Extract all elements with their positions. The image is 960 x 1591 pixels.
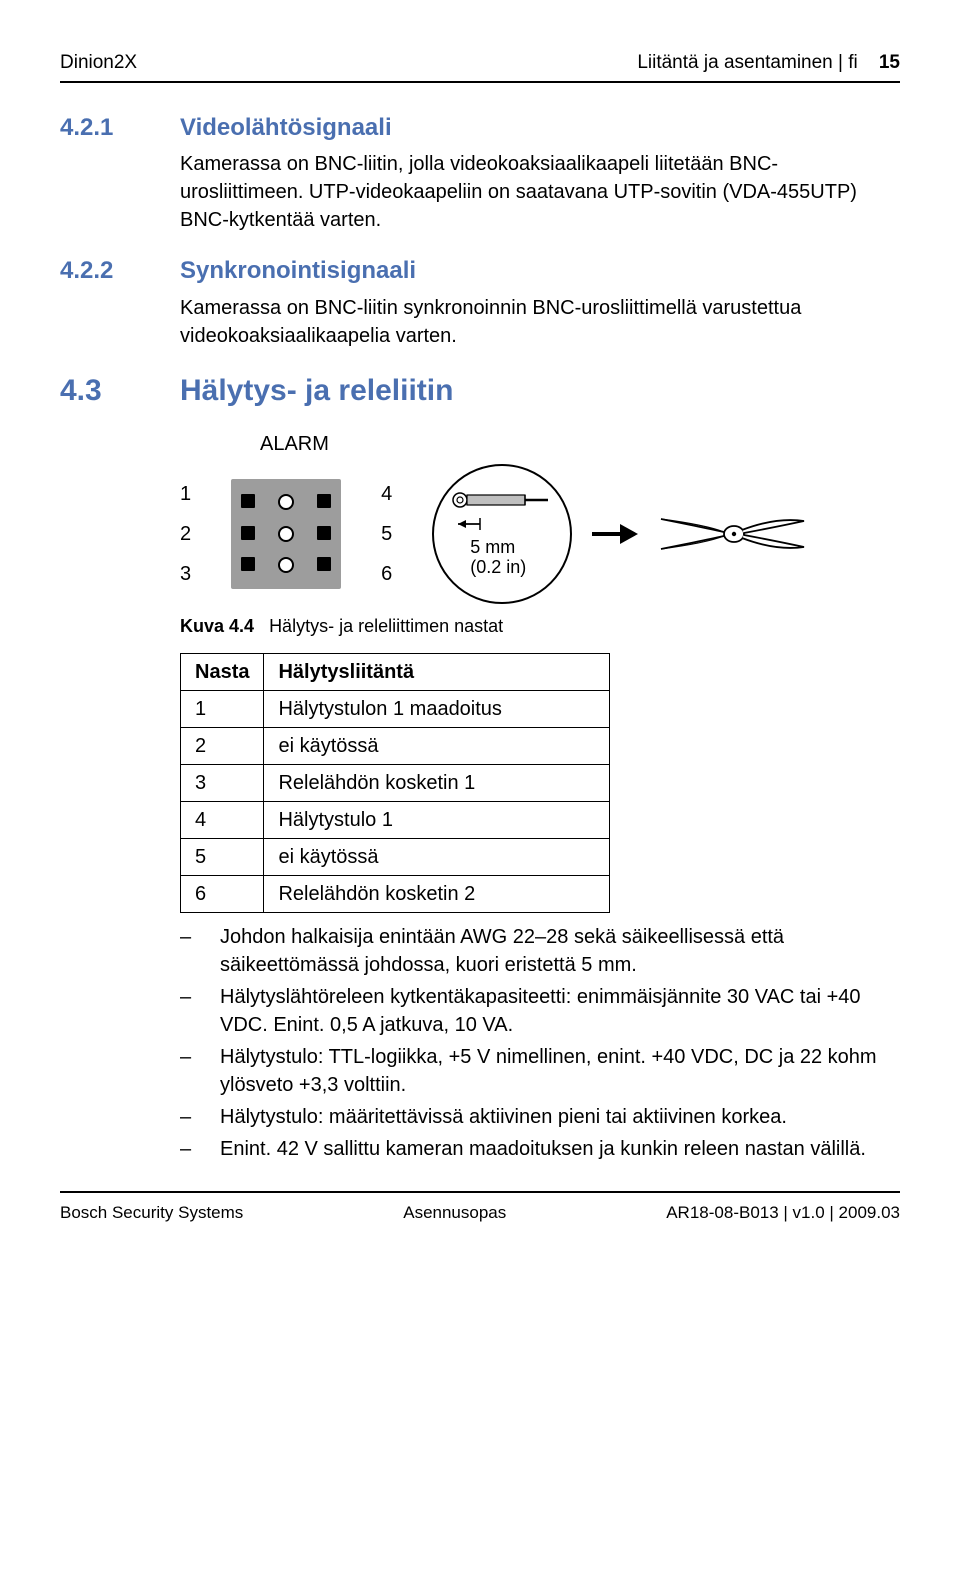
table-row: 3Relelähdön kosketin 1 [181, 764, 610, 801]
pin-num: 3 [180, 560, 191, 588]
page-header: Dinion2X Liitäntä ja asentaminen | fi 15 [60, 50, 900, 77]
header-section-label: Liitäntä ja asentaminen | fi [637, 52, 857, 73]
figure-row: 1 2 3 4 5 6 [180, 464, 900, 604]
pin-numbers-right: 4 5 6 [381, 480, 392, 588]
strip-length-imperial: (0.2 in) [470, 557, 526, 577]
table-header: Nasta [181, 653, 264, 690]
list-item: –Hälytystulo: määritettävissä aktiivinen… [180, 1103, 900, 1131]
rule-top [60, 81, 900, 83]
footer-right: AR18-08-B013 | v1.0 | 2009.03 [666, 1201, 900, 1225]
table-row: 6Relelähdön kosketin 2 [181, 875, 610, 912]
section-number: 4.2.1 [60, 111, 180, 145]
table-row: 4Hälytystulo 1 [181, 801, 610, 838]
figure-caption: Kuva 4.4 Hälytys- ja releliittimen nasta… [180, 614, 900, 639]
figure-number: Kuva 4.4 [180, 616, 254, 636]
pin-num: 6 [381, 560, 392, 588]
notes-list: –Johdon halkaisija enintään AWG 22–28 se… [180, 923, 900, 1163]
pin-num: 1 [180, 480, 191, 508]
section-422: 4.2.2 Synkronointisignaali [60, 254, 900, 288]
section-body: Kamerassa on BNC-liitin synkronoinnin BN… [180, 294, 900, 350]
connector-block-icon [231, 479, 341, 589]
header-left: Dinion2X [60, 50, 137, 77]
pin-num: 5 [381, 520, 392, 548]
table-row: 1Hälytystulon 1 maadoitus [181, 690, 610, 727]
list-item: –Hälytystulo: TTL-logiikka, +5 V nimelli… [180, 1043, 900, 1099]
section-421: 4.2.1 Videolähtösignaali [60, 111, 900, 145]
rule-bottom [60, 1191, 900, 1193]
figure-caption-text: Hälytys- ja releliittimen nastat [269, 616, 503, 636]
section-title: Videolähtösignaali [180, 111, 392, 145]
table-header-row: Nasta Hälytysliitäntä [181, 653, 610, 690]
pin-num: 4 [381, 480, 392, 508]
footer-center: Asennusopas [403, 1201, 506, 1225]
cable-strip-group: 5 mm (0.2 in) [432, 464, 806, 604]
arrow-right-icon [590, 520, 638, 548]
list-item: –Hälytyslähtöreleen kytkentäkapasiteetti… [180, 983, 900, 1039]
section-number: 4.3 [60, 370, 180, 412]
table-row: 2ei käytössä [181, 727, 610, 764]
pin-numbers-left: 1 2 3 [180, 480, 191, 588]
pin-table: Nasta Hälytysliitäntä 1Hälytystulon 1 ma… [180, 653, 610, 913]
section-43: 4.3 Hälytys- ja releliitin [60, 370, 900, 412]
section-title: Synkronointisignaali [180, 254, 416, 288]
pin-num: 2 [180, 520, 191, 548]
section-title: Hälytys- ja releliitin [180, 370, 453, 412]
alarm-label: ALARM [260, 430, 900, 458]
list-item: –Johdon halkaisija enintään AWG 22–28 se… [180, 923, 900, 979]
list-item: –Enint. 42 V sallittu kameran maadoituks… [180, 1135, 900, 1163]
page-footer: Bosch Security Systems Asennusopas AR18-… [60, 1201, 900, 1225]
footer-left: Bosch Security Systems [60, 1201, 243, 1225]
page-number: 15 [879, 52, 900, 73]
figure-4-4: ALARM 1 2 3 4 5 6 [180, 430, 900, 639]
page: Dinion2X Liitäntä ja asentaminen | fi 15… [0, 0, 960, 1255]
wire-stripper-icon [656, 499, 806, 569]
strip-length-icon: 5 mm (0.2 in) [432, 464, 572, 604]
table-row: 5ei käytössä [181, 838, 610, 875]
strip-length: 5 mm [470, 537, 515, 557]
header-right: Liitäntä ja asentaminen | fi 15 [637, 50, 900, 77]
section-number: 4.2.2 [60, 254, 180, 288]
table-header: Hälytysliitäntä [264, 653, 610, 690]
section-body: Kamerassa on BNC-liitin, jolla videokoak… [180, 150, 900, 234]
